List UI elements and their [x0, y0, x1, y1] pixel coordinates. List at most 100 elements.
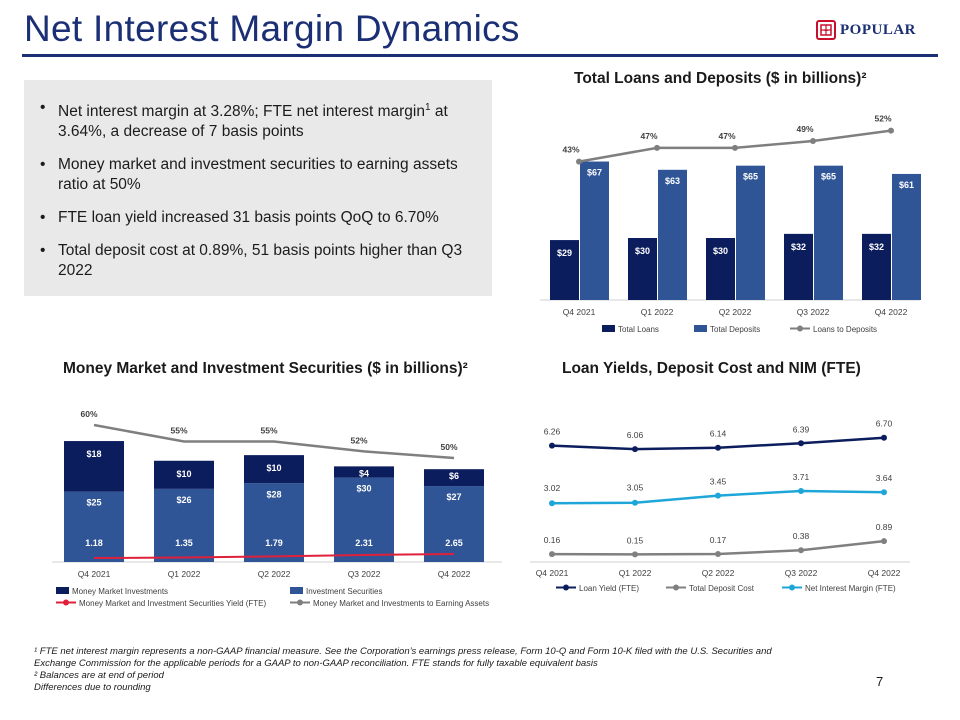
- loans-to-deposits-point: [888, 127, 894, 134]
- popular-logo: + POPULAR: [816, 20, 916, 40]
- yield-label: 2.31: [355, 538, 373, 548]
- total-deposits-label: $67: [587, 168, 602, 178]
- total-deposit-cost-point: [881, 538, 887, 545]
- legend-investment-securities-swatch: [290, 587, 303, 594]
- x-tick-label: Q4 2022: [868, 568, 901, 578]
- loan-yield-fte-point: [798, 440, 804, 447]
- x-tick-label: Q3 2022: [348, 569, 381, 579]
- bullet-item: Total deposit cost at 0.89%, 51 basis po…: [38, 241, 474, 281]
- total-deposits-label: $61: [899, 180, 914, 190]
- total-deposits-bar: [658, 169, 687, 300]
- money-market-label: $6: [449, 471, 459, 481]
- x-tick-label: Q4 2022: [438, 569, 471, 579]
- net-interest-margin-fte-point: [798, 487, 804, 494]
- total-loans-label: $32: [869, 242, 884, 252]
- loan-yield-fte-point: [632, 446, 638, 453]
- bullet-text: Net interest margin at 3.28%; FTE net in…: [58, 103, 425, 121]
- loans-to-deposits-label: 49%: [796, 124, 813, 134]
- legend-money-market-swatch: [56, 587, 69, 594]
- investment-securities-label: $27: [446, 492, 461, 502]
- summary-bullets: Net interest margin at 3.28%; FTE net in…: [24, 80, 492, 296]
- yield-label: 2.65: [445, 538, 463, 548]
- loans-to-deposits-point: [576, 158, 582, 165]
- total-deposit-cost-point: [798, 547, 804, 554]
- total-deposits-bar: [736, 165, 765, 300]
- total-loans-label: $30: [635, 246, 650, 256]
- loans-to-deposits-label: 47%: [640, 131, 657, 141]
- net-interest-margin-fte-value-label: 3.05: [627, 483, 644, 493]
- total-deposits-bar: [814, 165, 843, 300]
- yield-label: 1.18: [85, 538, 103, 548]
- total-deposit-cost-point: [549, 551, 555, 558]
- investment-securities-bar: [334, 477, 394, 562]
- money-market-label: $10: [266, 463, 281, 473]
- yields-chart: Q4 2021 Q1 2022 Q2 2022 Q3 2022 Q4 2022 6.26 6…: [530, 419, 910, 593]
- net-interest-margin-fte-value-label: 3.64: [876, 473, 893, 483]
- footnote-marker: 1: [425, 102, 431, 113]
- loan-yield-fte-value-label: 6.14: [710, 429, 727, 439]
- total-deposit-cost-value-label: 0.15: [627, 535, 644, 545]
- net-interest-margin-fte-point: [549, 500, 555, 507]
- loans-deposits-chart: $29 $67 Q4 2021 $30 $63 Q1 2022 $30 $65 Q2 2022 $…: [540, 114, 921, 334]
- total-deposits-label: $65: [743, 172, 758, 182]
- loans-to-deposits-point: [654, 144, 660, 151]
- mm-investments-chart-title: Money Market and Investment Securities (…: [63, 360, 468, 377]
- total-loans-label: $32: [791, 242, 806, 252]
- money-market-bar: [154, 460, 214, 489]
- legend-nim-label: Net Interest Margin (FTE): [805, 584, 896, 593]
- legend-nim-swatch-marker: [789, 584, 795, 591]
- x-tick-label: Q1 2022: [168, 569, 201, 579]
- net-interest-margin-fte-point: [715, 492, 721, 499]
- bullet-item: Money market and investment securities t…: [38, 155, 474, 195]
- total-deposit-cost-value-label: 0.17: [710, 535, 727, 545]
- footnote-2: ² Balances are at end of period: [34, 670, 164, 681]
- yield-label: 1.79: [265, 538, 283, 548]
- investment-securities-label: $26: [176, 495, 191, 505]
- loans-to-deposits-point: [810, 137, 816, 144]
- loan-yield-fte-value-label: 6.70: [876, 419, 893, 429]
- loans-to-deposits-label: 47%: [718, 131, 735, 141]
- yield-label: 1.35: [175, 538, 193, 548]
- money-market-label: $4: [359, 468, 369, 478]
- investment-securities-bar: [244, 483, 304, 562]
- money-market-bar: [244, 455, 304, 484]
- mm-investments-chart: $25 $18 1.18 Q4 2021 $26 $10 1.35 Q1 2022 $28 $10…: [52, 409, 502, 608]
- total-loans-bar: [784, 233, 813, 300]
- earning-assets-ratio-label: 52%: [350, 435, 367, 445]
- total-deposit-cost-value-label: 0.16: [544, 535, 561, 545]
- total-loans-label: $29: [557, 248, 572, 258]
- bullet-text-cont: at 3.64%, a decrease of 7 basis points: [58, 103, 448, 141]
- net-interest-margin-fte-value-label: 3.02: [544, 483, 561, 493]
- footnote-3: Differences due to rounding: [34, 682, 151, 693]
- legend-total-loans-label: Total Loans: [618, 325, 659, 334]
- legend-loans-to-deposits-label: Loans to Deposits: [813, 325, 877, 334]
- investment-securities-label: $28: [266, 489, 281, 499]
- page-number: 7: [876, 674, 884, 689]
- investment-securities-bar: [424, 486, 484, 562]
- x-tick-label: Q1 2022: [641, 307, 674, 317]
- x-tick-label: Q2 2022: [702, 568, 735, 578]
- title-divider: [22, 54, 938, 57]
- x-tick-label: Q1 2022: [619, 568, 652, 578]
- legend-total-deposits-swatch: [694, 325, 707, 332]
- legend-mm-yield-label: Money Market and Investment Securities Y…: [79, 599, 267, 608]
- x-tick-label: Q4 2021: [78, 569, 111, 579]
- x-tick-label: Q3 2022: [797, 307, 830, 317]
- bullet-text: Money market and investment securities t…: [58, 156, 458, 194]
- legend-total-deposits-label: Total Deposits: [710, 325, 760, 334]
- total-loans-bar: [862, 233, 891, 300]
- popular-logo-icon: +: [816, 20, 836, 40]
- x-tick-label: Q3 2022: [785, 568, 818, 578]
- net-interest-margin-fte-point: [881, 489, 887, 496]
- logo-wordmark: POPULAR: [840, 21, 916, 38]
- x-tick-label: Q4 2021: [536, 568, 569, 578]
- logo-mark-glyph: +: [824, 28, 828, 35]
- loan-yield-fte-point: [549, 442, 555, 449]
- bullet-item: Net interest margin at 3.28%; FTE net in…: [38, 98, 474, 142]
- net-interest-margin-fte-point: [632, 499, 638, 506]
- loan-yield-fte-value-label: 6.39: [793, 424, 810, 434]
- legend-earning-assets-ratio-swatch-marker: [297, 599, 303, 606]
- total-loans-bar: [706, 238, 735, 300]
- total-deposits-bar: [580, 161, 609, 300]
- x-tick-label: Q2 2022: [719, 307, 752, 317]
